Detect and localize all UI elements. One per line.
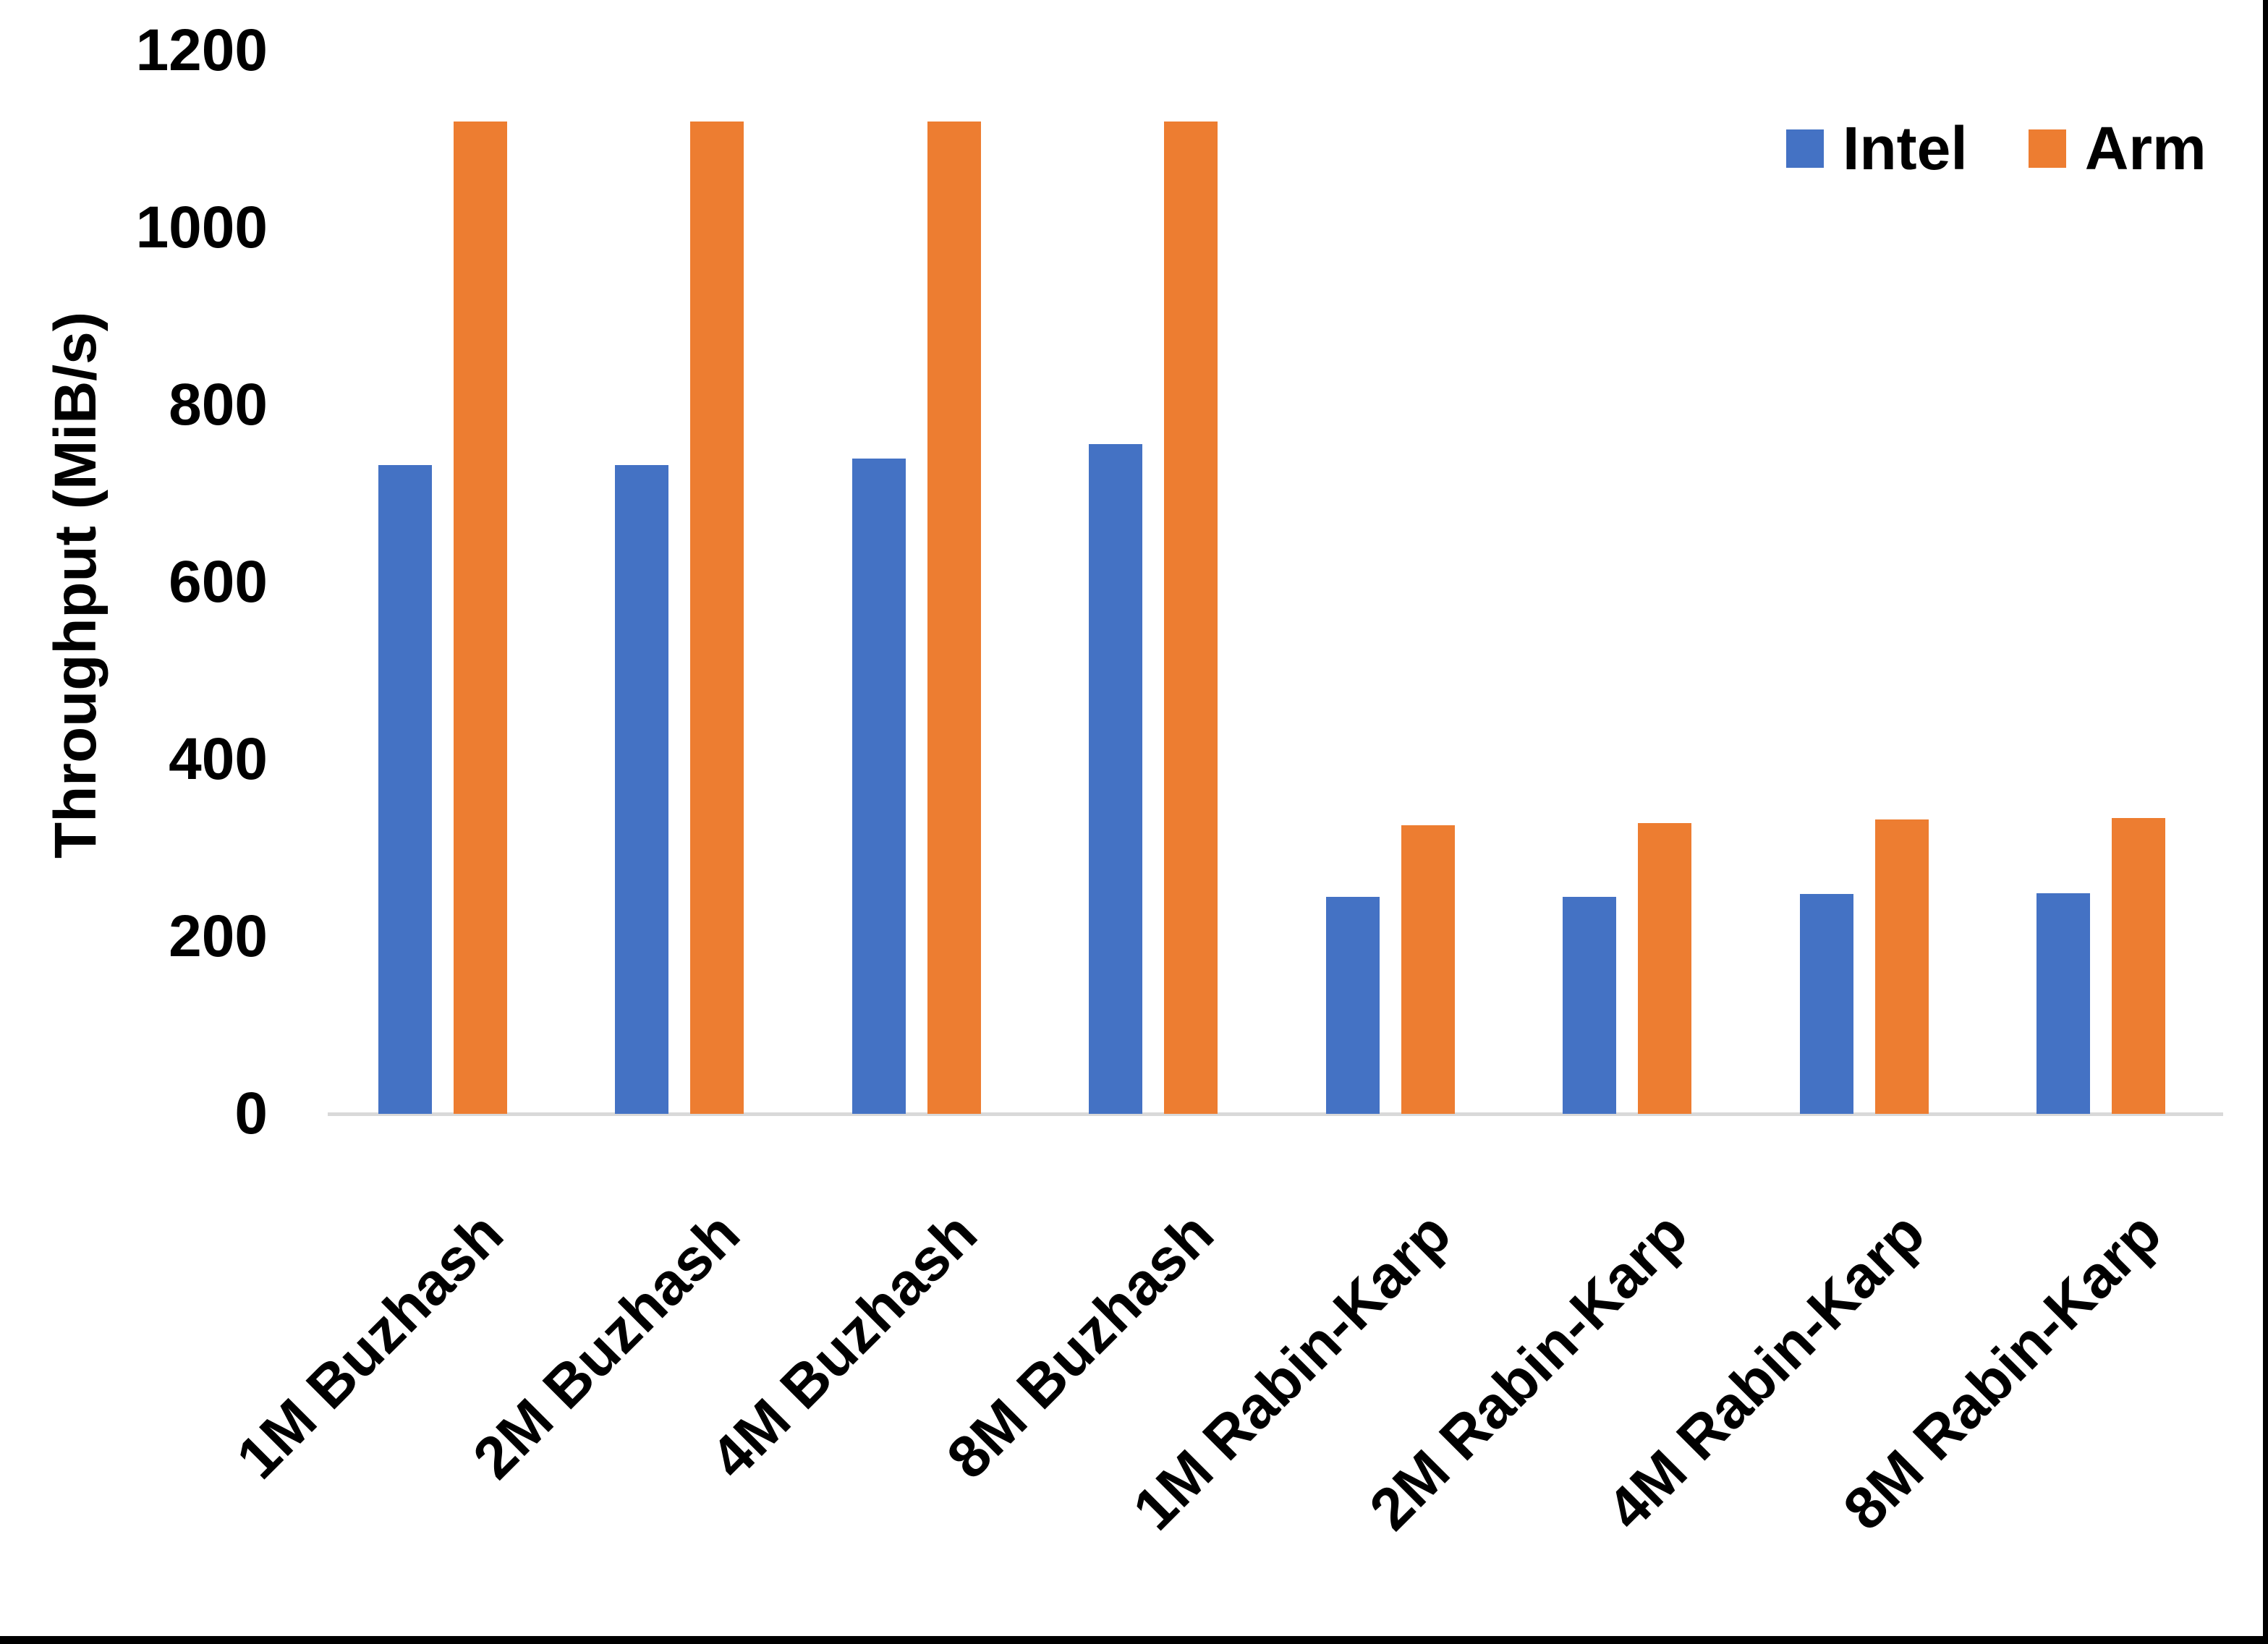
legend-item-arm: Arm: [2028, 114, 2207, 182]
y-tick-label-200: 200: [169, 903, 268, 969]
window-border-bottom: [0, 1636, 2268, 1644]
bar-intel-1m-buzhash: [378, 465, 432, 1114]
y-tick-label-600: 600: [169, 549, 268, 615]
bar-arm-2m-buzhash: [690, 122, 744, 1114]
bar-arm-8m-rabin-karp: [2112, 817, 2166, 1114]
legend: Intel Arm: [1786, 116, 2207, 181]
bar-intel-1m-rabin-karp: [1325, 896, 1380, 1114]
bar-intel-4m-rabin-karp: [1799, 894, 1853, 1114]
y-tick-label-400: 400: [169, 726, 268, 792]
x-label-1m-buzhash: 1M Buzhash: [224, 1200, 516, 1492]
legend-label-intel: Intel: [1843, 114, 1968, 182]
legend-item-intel: Intel: [1786, 116, 1968, 181]
y-tick-label-1000: 1000: [135, 195, 268, 260]
y-tick-label-0: 0: [234, 1081, 268, 1146]
bar-arm-4m-buzhash: [927, 122, 981, 1114]
bar-arm-8m-buzhash: [1164, 122, 1218, 1114]
bar-arm-4m-rabin-karp: [1874, 819, 1929, 1114]
bar-intel-8m-rabin-karp: [2036, 893, 2091, 1114]
bar-intel-2m-rabin-karp: [1563, 896, 1617, 1114]
bar-intel-2m-buzhash: [615, 465, 669, 1114]
legend-swatch-intel: [1786, 129, 1824, 168]
bar-arm-2m-rabin-karp: [1638, 823, 1692, 1114]
bar-intel-4m-buzhash: [851, 458, 906, 1114]
x-axis-line: [328, 1112, 2223, 1116]
bar-arm-1m-buzhash: [453, 122, 507, 1114]
legend-swatch-arm: [2028, 129, 2066, 168]
bar-intel-8m-buzhash: [1089, 443, 1143, 1114]
y-tick-label-1200: 1200: [135, 17, 268, 83]
bar-arm-1m-rabin-karp: [1401, 825, 1455, 1114]
y-tick-label-800: 800: [169, 372, 268, 438]
legend-label-arm: Arm: [2084, 114, 2207, 182]
window-border-right: [2263, 0, 2268, 1644]
